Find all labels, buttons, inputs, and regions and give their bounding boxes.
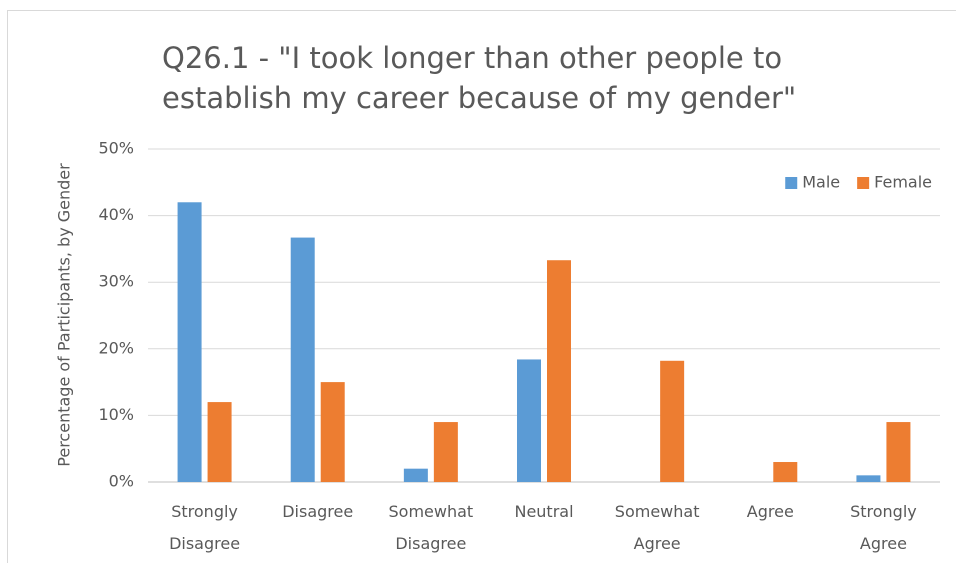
chart-title: Q26.1 - "I took longer than other people… (162, 41, 797, 115)
legend-swatch (857, 177, 870, 189)
bar (547, 260, 571, 482)
y-tick-label: 10% (98, 405, 134, 424)
x-tick-label: Neutral (514, 502, 573, 521)
y-tick-label: 50% (98, 139, 134, 158)
bar (177, 202, 202, 482)
legend-swatch (785, 177, 798, 189)
y-tick-label: 30% (98, 272, 134, 291)
x-tick-label: Somewhat Disagree (389, 502, 474, 553)
x-tick-label: Strongly Disagree (169, 502, 240, 553)
y-tick-label: 20% (98, 338, 134, 357)
x-tick-label: Somewhat Agree (615, 502, 700, 553)
bar (403, 468, 428, 482)
bar (433, 422, 458, 482)
bar (517, 359, 541, 482)
y-tick-label: 40% (98, 205, 134, 224)
bar (290, 237, 315, 482)
x-tick-label: Disagree (282, 502, 353, 521)
bar (856, 475, 881, 482)
legend-label: Female (874, 173, 932, 192)
bar (773, 462, 798, 482)
legend-label: Male (802, 173, 840, 192)
bar (660, 360, 685, 482)
bar (207, 402, 232, 482)
x-tick-label: Agree (747, 502, 794, 521)
x-tick-label: Strongly Agree (850, 502, 917, 553)
y-tick-label: 0% (109, 472, 134, 491)
y-axis-label: Percentage of Participants, by Gender (55, 163, 74, 467)
bar (320, 382, 345, 482)
bar (886, 422, 911, 482)
chart-border (7, 10, 956, 563)
